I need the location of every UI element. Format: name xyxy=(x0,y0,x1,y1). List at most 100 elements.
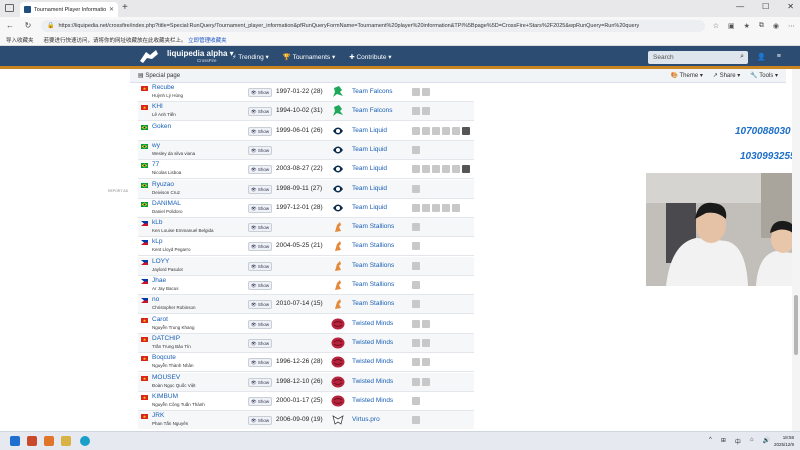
team-logo-icon[interactable] xyxy=(331,279,345,291)
profile-icon[interactable]: ◉ xyxy=(772,22,779,30)
import-favorites[interactable]: 导入收藏夹 xyxy=(6,37,34,44)
social-link-icon[interactable] xyxy=(422,358,430,367)
volume-icon[interactable]: 🔊 xyxy=(762,438,770,444)
social-link-icon[interactable] xyxy=(412,107,420,116)
player-id-link[interactable]: DATCHIP xyxy=(152,334,181,342)
start-icon[interactable] xyxy=(10,436,20,446)
team-name-link[interactable]: Team Liquid xyxy=(352,145,388,153)
social-link-icon[interactable] xyxy=(412,88,420,96)
liquipedia-logo-icon[interactable] xyxy=(138,49,160,65)
show-button[interactable]: 👁 Show xyxy=(248,377,272,387)
team-logo-icon[interactable] xyxy=(331,356,345,368)
team-name-link[interactable]: Team Liquid xyxy=(352,165,388,173)
nav-tournaments[interactable]: 🏆 Tournaments ▾ xyxy=(282,54,336,61)
tray-up-icon[interactable]: ^ xyxy=(709,437,712,443)
team-name-link[interactable]: Twisted Minds xyxy=(352,338,394,346)
team-logo-icon[interactable] xyxy=(331,318,345,330)
tab-actions-icon[interactable] xyxy=(5,4,14,12)
address-bar[interactable]: 🔒 https://liquipedia.net/crossfire/index… xyxy=(41,19,705,32)
edge-icon[interactable] xyxy=(80,436,90,446)
social-link-icon[interactable] xyxy=(412,300,420,309)
team-name-link[interactable]: Twisted Minds xyxy=(352,377,394,385)
social-link-icon[interactable] xyxy=(412,126,420,135)
search-icon[interactable]: ⌕ xyxy=(740,53,744,60)
team-logo-icon[interactable] xyxy=(331,86,345,98)
close-window-icon[interactable]: ✕ xyxy=(787,2,794,11)
team-logo-icon[interactable] xyxy=(331,376,345,388)
show-button[interactable]: 👁 Show xyxy=(248,165,272,175)
user-add-icon[interactable]: 👤 xyxy=(757,54,766,61)
scrollbar-thumb[interactable] xyxy=(794,295,798,355)
clock[interactable]: 18:58 2025/12/9 xyxy=(773,435,794,447)
show-button[interactable]: 👁 Show xyxy=(248,242,272,252)
nav-trending[interactable]: ⚡ Trending ▾ xyxy=(232,54,269,61)
social-link-icon[interactable] xyxy=(422,126,430,135)
social-link-icon[interactable] xyxy=(432,203,440,212)
show-button[interactable]: 👁 Show xyxy=(248,126,272,136)
social-link-icon[interactable] xyxy=(412,338,420,347)
show-button[interactable]: 👁 Show xyxy=(248,203,272,213)
player-id-link[interactable]: Recube xyxy=(152,84,175,91)
player-id-link[interactable]: 77 xyxy=(152,161,160,169)
browser-tab[interactable]: Tournament Player Information - Li ✕ xyxy=(20,2,118,17)
player-id-link[interactable]: Goken xyxy=(152,122,172,130)
show-button[interactable]: 👁 Show xyxy=(248,184,272,194)
team-name-link[interactable]: Team Stallions xyxy=(352,242,395,250)
team-logo-icon[interactable] xyxy=(331,337,345,349)
player-id-link[interactable]: kLb xyxy=(152,219,163,227)
team-logo-icon[interactable] xyxy=(331,105,345,117)
social-link-icon[interactable] xyxy=(412,396,420,405)
show-button[interactable]: 👁 Show xyxy=(248,300,272,310)
app-icon-2[interactable] xyxy=(44,436,54,446)
team-logo-icon[interactable] xyxy=(331,260,345,272)
team-name-link[interactable]: Team Stallions xyxy=(352,223,395,231)
app-icon-3[interactable] xyxy=(61,436,71,446)
social-link-icon[interactable] xyxy=(462,165,470,174)
social-link-icon[interactable] xyxy=(412,416,420,425)
minimize-icon[interactable]: — xyxy=(736,2,745,11)
team-logo-icon[interactable] xyxy=(331,163,345,175)
social-link-icon[interactable] xyxy=(442,203,450,212)
team-name-link[interactable]: Team Liquid xyxy=(352,184,388,192)
team-logo-icon[interactable] xyxy=(331,221,345,233)
close-tab-icon[interactable]: ✕ xyxy=(108,7,114,13)
social-link-icon[interactable] xyxy=(442,126,450,135)
team-name-link[interactable]: Team Falcons xyxy=(352,88,393,95)
player-id-link[interactable]: MOUSEV xyxy=(152,373,181,381)
player-id-link[interactable]: KIMBUM xyxy=(152,392,178,400)
player-id-link[interactable]: JRK xyxy=(152,412,165,420)
social-link-icon[interactable] xyxy=(412,145,420,154)
social-link-icon[interactable] xyxy=(412,203,420,212)
social-link-icon[interactable] xyxy=(422,203,430,212)
social-link-icon[interactable] xyxy=(412,358,420,367)
social-link-icon[interactable] xyxy=(422,319,430,328)
team-logo-icon[interactable] xyxy=(331,125,345,137)
team-logo-icon[interactable] xyxy=(331,298,345,310)
show-button[interactable]: 👁 Show xyxy=(248,261,272,271)
social-link-icon[interactable] xyxy=(412,223,420,232)
player-id-link[interactable]: Ryuzao xyxy=(152,180,175,188)
tray-app-icon[interactable]: ⊞ xyxy=(720,438,726,444)
team-logo-icon[interactable] xyxy=(331,144,345,156)
team-logo-icon[interactable] xyxy=(331,240,345,252)
url-text[interactable]: https://liquipedia.net/crossfire/index.p… xyxy=(58,22,640,29)
social-link-icon[interactable] xyxy=(422,165,430,174)
player-id-link[interactable]: wy xyxy=(152,141,160,149)
theme-menu[interactable]: 🎨 Theme ▾ xyxy=(670,73,703,79)
new-tab-button[interactable]: + xyxy=(122,2,128,13)
player-id-link[interactable]: Carot xyxy=(152,315,168,323)
social-link-icon[interactable] xyxy=(412,377,420,386)
team-name-link[interactable]: Team Stallions xyxy=(352,281,395,288)
nav-contribute[interactable]: ✚ Contribute ▾ xyxy=(349,54,392,61)
scrollbar[interactable] xyxy=(792,69,800,431)
social-link-icon[interactable] xyxy=(462,126,470,135)
app-icon-1[interactable] xyxy=(27,436,37,446)
social-link-icon[interactable] xyxy=(422,377,430,386)
player-id-link[interactable]: KHI xyxy=(152,103,163,111)
player-id-link[interactable]: kLp xyxy=(152,238,163,246)
player-id-link[interactable]: DANIMAL xyxy=(152,199,181,207)
refresh-icon[interactable]: ↻ xyxy=(24,21,32,30)
team-logo-icon[interactable] xyxy=(331,183,345,195)
site-brand[interactable]: liquipedia alpha ▾ CrossFire xyxy=(167,49,234,63)
show-button[interactable]: 👁 Show xyxy=(248,223,272,233)
